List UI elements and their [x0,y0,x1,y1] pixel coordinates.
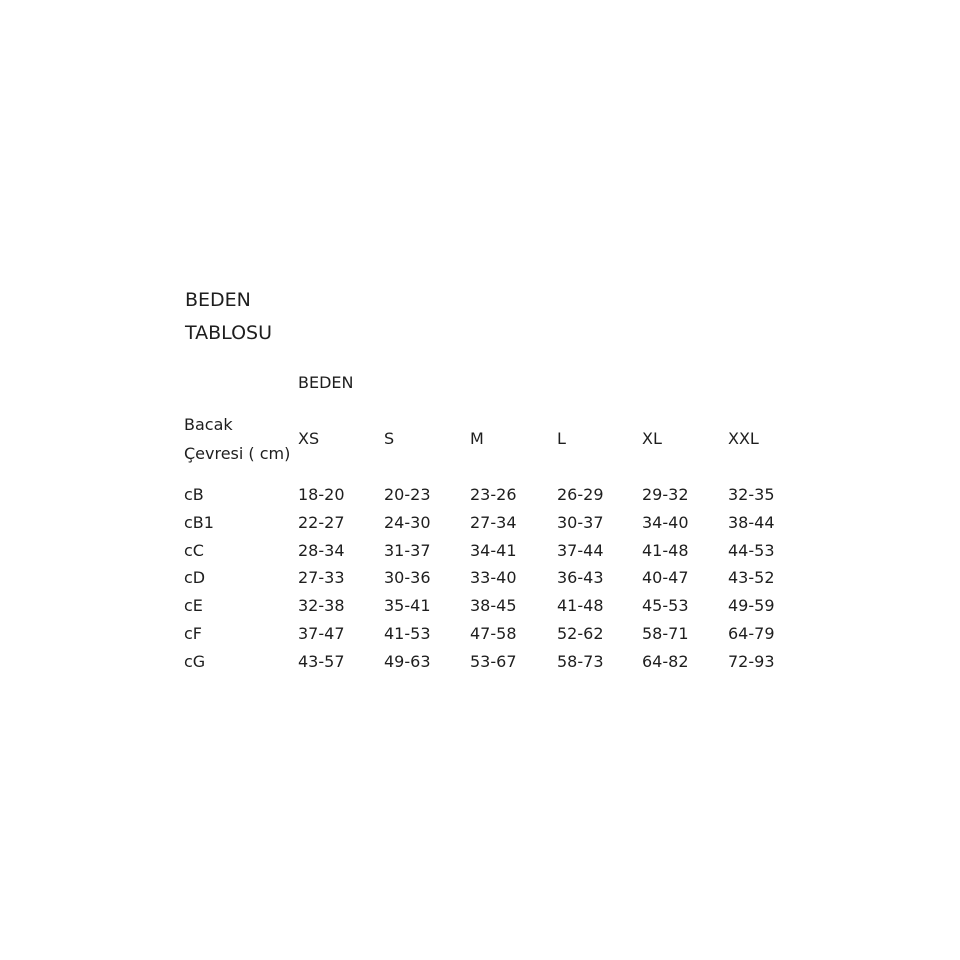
table-cell: 64-82 [642,651,689,671]
table-cell: 30-37 [557,512,604,532]
row-header-line1: Bacak [184,415,233,434]
table-cell: 43-52 [728,568,775,588]
page-title-line1: BEDEN [185,289,251,311]
table-cell: 27-34 [470,512,517,532]
table-cell: 44-53 [728,540,775,560]
column-header: XXL [728,429,759,448]
column-header: XL [642,429,662,448]
table-cell: 18-20 [298,485,345,504]
page-title-line2: TABLOSU [185,322,272,344]
table-cell: 32-38 [298,596,345,616]
table-cell: 45-53 [642,596,689,616]
table-cell: 28-34 [298,540,345,560]
row-label: cF [184,624,202,643]
table-cell: 34-41 [470,540,517,560]
table-cell: 31-37 [384,540,431,560]
table-cell: 49-59 [728,596,775,616]
row-label: cB1 [184,512,214,532]
table-cell: 37-44 [557,540,604,560]
row-label: cD [184,568,206,588]
column-header: S [384,429,395,448]
row-label: cE [184,596,203,616]
table-cell: 27-33 [298,568,345,588]
column-header: M [470,429,484,448]
table-cell: 41-48 [642,540,689,560]
table-cell: 36-43 [557,568,604,588]
group-header: BEDEN [298,373,354,392]
row-label: cC [184,540,204,560]
table-cell: 22-27 [298,512,345,532]
table-cell: 64-79 [728,624,775,643]
table-cell: 23-26 [470,485,517,504]
row-label: cB [184,485,204,504]
table-cell: 58-73 [557,651,604,671]
table-cell: 37-47 [298,624,345,643]
table-cell: 38-44 [728,512,775,532]
table-cell: 52-62 [557,624,604,643]
row-header-line2: Çevresi ( cm) [184,444,291,463]
table-cell: 53-67 [470,651,517,671]
column-header: L [557,429,566,448]
table-cell: 29-32 [642,485,689,504]
table-cell: 43-57 [298,651,345,671]
table-cell: 32-35 [728,485,775,504]
table-cell: 41-48 [557,596,604,616]
table-cell: 58-71 [642,624,689,643]
table-cell: 40-47 [642,568,689,588]
row-label: cG [184,651,206,671]
table-cell: 33-40 [470,568,517,588]
table-cell: 24-30 [384,512,431,532]
table-cell: 47-58 [470,624,517,643]
table-cell: 30-36 [384,568,431,588]
table-cell: 41-53 [384,624,431,643]
table-cell: 49-63 [384,651,431,671]
table-cell: 72-93 [728,651,775,671]
table-cell: 38-45 [470,596,517,616]
table-cell: 35-41 [384,596,431,616]
column-header: XS [298,429,320,448]
table-cell: 20-23 [384,485,431,504]
table-cell: 34-40 [642,512,689,532]
table-cell: 26-29 [557,485,604,504]
